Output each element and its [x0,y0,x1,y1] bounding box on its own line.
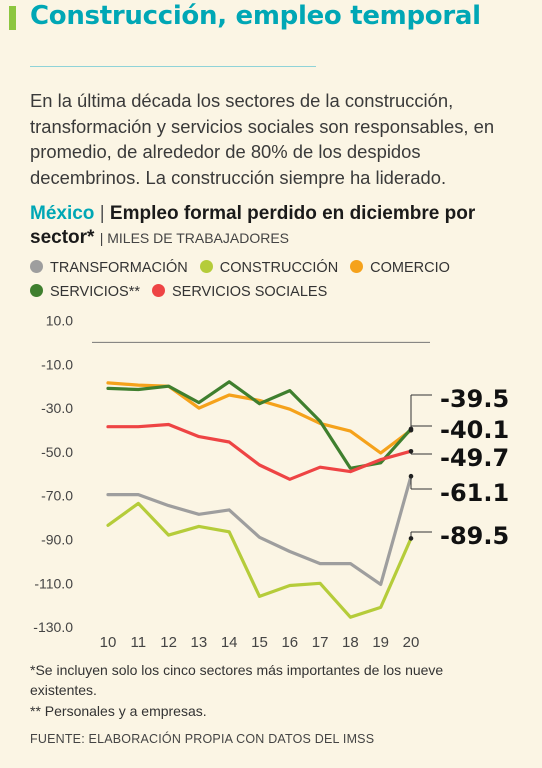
legend-swatch [350,260,364,273]
x-tick-label: 11 [131,634,147,651]
footnotes: *Se incluyen solo los cinco sectores más… [30,660,510,721]
footnote-sectors: *Se incluyen solo los cinco sectores más… [30,662,444,698]
x-tick-label: 19 [372,634,389,651]
legend-item: CONSTRUCCIÓN [199,256,339,280]
end-value-label: -61.1 [440,479,509,507]
y-tick-label: -10.0 [41,356,73,372]
legend-label: SERVICIOS SOCIALES [172,284,328,300]
chart-title: Empleo formal perdido en diciembre por s… [30,203,476,248]
legend-item: COMERCIO [350,256,450,280]
x-tick-label: 20 [403,634,420,651]
x-tick-label: 16 [281,634,298,651]
legend-item: SERVICIOS SOCIALES [152,280,327,304]
y-tick-label: -70.0 [41,488,73,504]
legend-item: SERVICIOS** [30,280,140,304]
x-tick-label: 10 [100,634,117,651]
y-tick-label: -110.0 [34,575,73,591]
y-tick-label: -90.0 [41,532,73,548]
x-tick-label: 18 [342,634,359,651]
series-line [106,381,413,455]
x-tick-label: 15 [251,634,268,651]
legend-swatch [30,260,43,273]
y-tick-label: -50.0 [41,444,73,460]
end-value-label: -39.5 [440,385,509,413]
legend-label: TRANSFORMACIÓN [50,260,188,276]
series-line [106,422,413,481]
chart-country: México [30,203,95,224]
end-point-marker [408,473,414,479]
x-tick-label: 14 [221,634,238,651]
legend-swatch [30,284,43,297]
end-point-marker [408,448,414,454]
series-line [106,474,413,586]
chart-heading: México | Empleo formal perdido en diciem… [30,202,530,250]
title-accent-bar [9,6,16,30]
end-value-label: -40.1 [440,416,509,444]
legend-label: COMERCIO [370,260,450,276]
title-underline [30,66,316,67]
chart-legend: TRANSFORMACIÓN CONSTRUCCIÓN COMERCIO SERVIC… [30,256,530,304]
end-value-label: -89.5 [440,522,509,550]
chart-units: | MILES DE TRABAJADORES [99,230,290,246]
chart-heading-separator: | [99,203,105,224]
x-tick-label: 13 [191,634,208,651]
y-tick-label: -30.0 [41,400,73,416]
page-title: Construcción, empleo temporal [30,1,481,31]
footnote-services: ** Personales y a empresas. [30,703,207,719]
legend-item: TRANSFORMACIÓN [30,256,188,280]
intro-paragraph: En la última década los sectores de la c… [30,90,495,188]
x-tick-label: 17 [312,634,329,651]
legend-swatch [199,260,213,273]
y-tick-label: 10.0 [46,313,73,329]
source-note: FUENTE: ELABORACIÓN PROPIA CON DATOS DEL… [30,732,375,746]
end-point-marker [408,536,414,541]
legend-swatch [152,284,165,297]
end-point-marker [408,427,414,433]
line-chart: 10.0 -10.0 -30.0 -50.0 -70.0 -90.0 -110.0 -130.… [33,313,509,652]
y-tick-label: -130.0 [33,619,73,635]
end-value-label: -49.7 [440,444,509,472]
legend-label: SERVICIOS** [50,284,140,300]
legend-label: CONSTRUCCIÓN [219,260,339,276]
series-line [106,501,413,619]
x-tick-label: 12 [160,634,177,651]
